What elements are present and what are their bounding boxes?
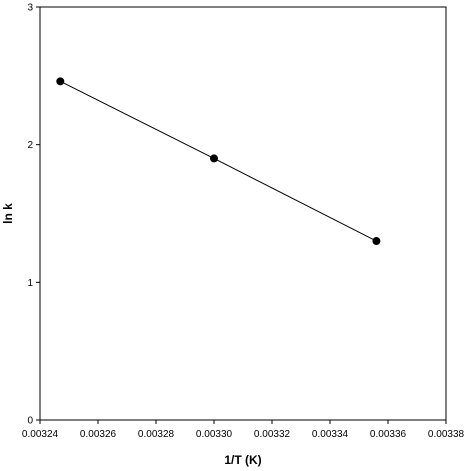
x-axis: 0.00324 0.00326 0.00328 0.00330 0.00332 0.003… bbox=[22, 420, 465, 440]
x-tick-label-4: 0.00332 bbox=[254, 429, 291, 440]
x-tick-label-1: 0.00326 bbox=[80, 429, 117, 440]
x-axis-title: 1/T (K) bbox=[224, 453, 261, 467]
y-tick-label-0: 0 bbox=[27, 416, 33, 427]
y-tick-label-2: 2 bbox=[27, 140, 33, 151]
y-axis: 0 1 2 3 bbox=[27, 3, 40, 427]
y-tick-label-1: 1 bbox=[27, 278, 33, 289]
x-tick-label-7: 0.00338 bbox=[428, 429, 465, 440]
x-tick-label-3: 0.00330 bbox=[196, 429, 233, 440]
x-tick-label-6: 0.00336 bbox=[370, 429, 407, 440]
data-point-0-2 bbox=[372, 237, 381, 246]
plot-frame bbox=[39, 6, 447, 421]
plot-border bbox=[39, 6, 447, 421]
x-tick-label-0: 0.00324 bbox=[22, 429, 59, 440]
y-tick-label-3: 3 bbox=[27, 3, 33, 14]
series-layer bbox=[56, 77, 381, 246]
data-point-0-1 bbox=[210, 154, 218, 163]
y-axis-title: ln k bbox=[1, 203, 15, 224]
series-line-0 bbox=[60, 80, 377, 242]
x-tick-label-2: 0.00328 bbox=[138, 429, 175, 440]
x-tick-label-5: 0.00334 bbox=[312, 429, 349, 440]
data-point-0-0 bbox=[56, 77, 65, 86]
